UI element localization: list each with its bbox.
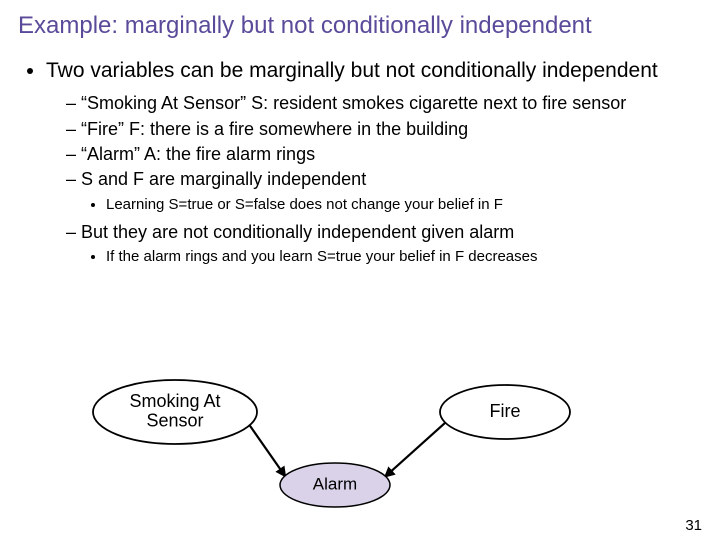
bullet-main-text: Two variables can be marginally but not … <box>46 59 658 82</box>
sub-1: “Fire” F: there is a fire somewhere in t… <box>66 118 702 141</box>
node-fire: Fire <box>440 385 570 439</box>
edge-smoking-alarm <box>250 425 285 476</box>
node-alarm: Alarm <box>280 463 390 507</box>
svg-text:Alarm: Alarm <box>313 474 357 493</box>
learn-bullet: Learning S=true or S=false does not chan… <box>106 194 702 215</box>
bullet-list-l2: “Smoking At Sensor” S: resident smokes c… <box>46 92 702 267</box>
svg-text:Fire: Fire <box>490 401 521 421</box>
bullet-list-l1: Two variables can be marginally but not … <box>18 58 702 267</box>
page-number: 31 <box>685 517 702 534</box>
bayes-net-diagram: Smoking AtSensor Fire Alarm <box>0 370 720 520</box>
slide-title: Example: marginally but not conditionall… <box>18 12 702 40</box>
bullet-list-l3b: If the alarm rings and you learn S=true … <box>66 246 702 267</box>
svg-text:Smoking At: Smoking At <box>129 391 220 411</box>
edge-fire-alarm <box>386 423 446 477</box>
bullet-main: Two variables can be marginally but not … <box>46 58 702 267</box>
node-smoking: Smoking AtSensor <box>93 380 257 444</box>
svg-text:Sensor: Sensor <box>146 411 203 431</box>
bullet-list-l3a: Learning S=true or S=false does not chan… <box>66 194 702 215</box>
sub-but-not: But they are not conditionally independe… <box>66 221 702 267</box>
sub-0: “Smoking At Sensor” S: resident smokes c… <box>66 92 702 115</box>
sub-3: S and F are marginally independent Learn… <box>66 168 702 214</box>
sub-2: “Alarm” A: the fire alarm rings <box>66 143 702 166</box>
if-alarm-bullet: If the alarm rings and you learn S=true … <box>106 246 702 267</box>
